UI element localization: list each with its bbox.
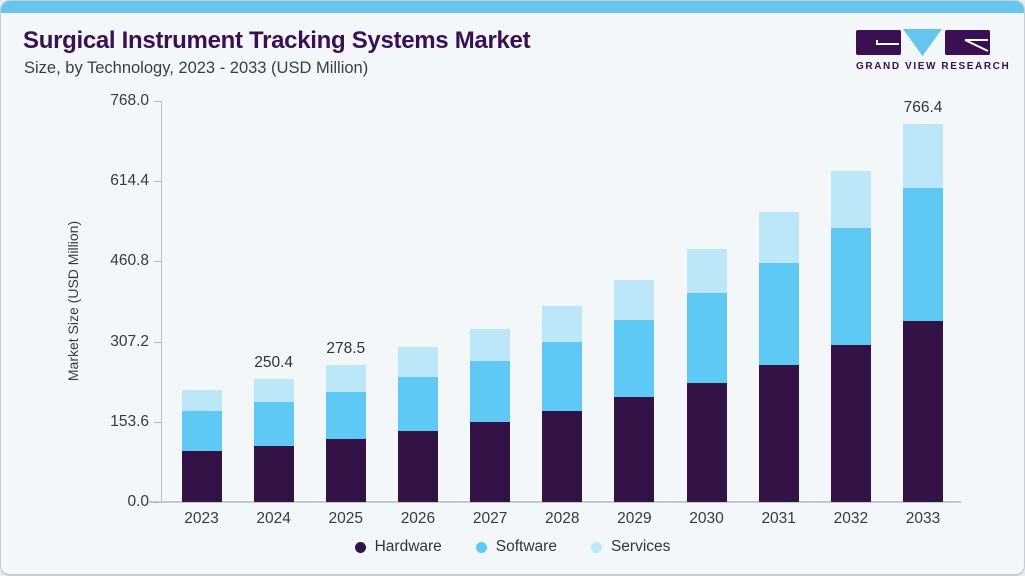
- x-tick-label-2024: 2024: [256, 510, 291, 527]
- bar-segment-hardware-2024: [253, 445, 294, 502]
- chart-legend: Hardware Software Services: [1, 538, 1024, 556]
- bar-segment-hardware-2027: [470, 421, 511, 502]
- bar-segment-hardware-2033: [903, 321, 943, 502]
- bar-segment-software-2032: [830, 228, 871, 345]
- bar-column-2026: 2026: [397, 347, 438, 527]
- bar-segment-hardware-2023: [181, 451, 222, 502]
- bar-segment-services-2033: [903, 124, 943, 189]
- bar-segment-software-2023: [181, 411, 222, 452]
- bar-column-2030: 2030: [686, 248, 727, 527]
- gvr-logo-icon: [856, 29, 990, 56]
- bar-segment-services-2030: [686, 248, 727, 294]
- bar-segment-software-2030: [686, 293, 727, 383]
- x-tick-label-2025: 2025: [328, 510, 364, 527]
- logo-wordmark: GRAND VIEW RESEARCH: [856, 61, 1011, 72]
- x-axis-line: [149, 501, 961, 503]
- bar-column-2031: 2031: [758, 211, 799, 527]
- bar-segment-services-2027: [470, 329, 511, 362]
- x-tick-label-2028: 2028: [545, 510, 580, 527]
- bar-segment-hardware-2032: [830, 344, 871, 502]
- x-tick-label-2027: 2027: [472, 510, 508, 527]
- y-axis-title: Market Size (USD Million): [65, 220, 81, 382]
- bar-column-2032: 2032: [830, 171, 871, 527]
- bar-segment-hardware-2029: [614, 396, 655, 502]
- bar-segment-hardware-2025: [325, 439, 366, 502]
- bar-segment-services-2023: [181, 389, 222, 412]
- y-tick-mark: [154, 341, 161, 343]
- page-title: Surgical Instrument Tracking Systems Mar…: [23, 27, 531, 54]
- top-accent-bar: [1, 1, 1024, 13]
- page-subtitle: Size, by Technology, 2023 - 2033 (USD Mi…: [24, 59, 369, 77]
- bar-column-2027: 2027: [470, 329, 511, 527]
- x-tick-label-2023: 2023: [184, 510, 219, 527]
- y-tick-label: 614.4: [110, 172, 149, 190]
- legend-item-hardware: Hardware: [354, 538, 442, 556]
- bar-column-2029: 2029: [614, 279, 655, 527]
- legend-label-hardware: Hardware: [374, 538, 442, 555]
- bar-column-2028: 2028: [542, 306, 583, 527]
- legend-dot-software: [475, 541, 487, 553]
- bar-segment-services-2029: [614, 279, 655, 320]
- bar-segment-services-2031: [758, 211, 799, 263]
- bar-segment-software-2031: [758, 262, 799, 366]
- legend-item-services: Services: [590, 538, 671, 556]
- bar-segment-hardware-2028: [542, 410, 583, 502]
- bar-segment-software-2027: [470, 361, 511, 422]
- bar-column-2025: 278.5 2025: [325, 340, 366, 527]
- bar-segment-hardware-2030: [686, 382, 727, 502]
- y-tick-label: 0.0: [127, 493, 149, 510]
- bar-total-label-2033: 766.4: [903, 99, 943, 117]
- x-tick-label-2026: 2026: [400, 510, 436, 527]
- bar-column-2023: 2023: [181, 389, 222, 527]
- y-tick-mark: [154, 261, 161, 263]
- y-axis-line: [161, 101, 162, 502]
- bar-segment-services-2026: [397, 347, 438, 378]
- x-tick-label-2033: 2033: [905, 510, 941, 527]
- legend-label-services: Services: [610, 538, 671, 555]
- y-tick-mark: [154, 502, 161, 503]
- legend-dot-services: [590, 541, 602, 553]
- bar-segment-services-2032: [830, 171, 871, 229]
- y-tick-label: 307.2: [110, 332, 149, 350]
- bar-segment-software-2024: [253, 401, 294, 446]
- bar-segment-services-2025: [325, 364, 366, 393]
- bar-segment-software-2026: [397, 377, 438, 431]
- y-tick-label: 768.0: [110, 92, 149, 109]
- legend-dot-hardware: [354, 541, 366, 553]
- bar-segment-software-2033: [903, 188, 943, 322]
- y-tick-label: 153.6: [110, 412, 149, 430]
- bar-segment-services-2028: [542, 306, 583, 342]
- bar-segment-services-2024: [253, 378, 294, 402]
- bar-segment-hardware-2031: [758, 365, 799, 502]
- bar-segment-software-2025: [325, 392, 366, 440]
- bar-column-2024: 250.4 2024: [253, 354, 294, 527]
- y-tick-mark: [154, 181, 161, 183]
- bar-segment-hardware-2026: [397, 430, 438, 502]
- y-tick-mark: [154, 101, 161, 102]
- y-tick-label: 460.8: [110, 252, 149, 270]
- bar-column-2033: 766.4 2033: [903, 99, 943, 527]
- x-tick-label-2029: 2029: [617, 510, 652, 527]
- x-tick-label-2030: 2030: [689, 510, 724, 527]
- x-tick-label-2032: 2032: [833, 510, 869, 527]
- legend-item-software: Software: [475, 538, 557, 556]
- y-tick-mark: [154, 421, 161, 423]
- grand-view-research-logo: GRAND VIEW RESEARCH: [856, 28, 1011, 72]
- legend-label-software: Software: [495, 538, 557, 555]
- x-tick-label-2031: 2031: [761, 510, 796, 527]
- bar-segment-software-2029: [614, 319, 655, 397]
- stacked-bar-chart-plot-area: 768.0 614.4 460.8 307.2 153.6 0.0 2023 250.4 202…: [110, 92, 961, 527]
- bar-segment-software-2028: [542, 341, 583, 411]
- bar-total-label-2024: 250.4: [254, 353, 294, 371]
- bar-total-label-2025: 278.5: [326, 339, 366, 357]
